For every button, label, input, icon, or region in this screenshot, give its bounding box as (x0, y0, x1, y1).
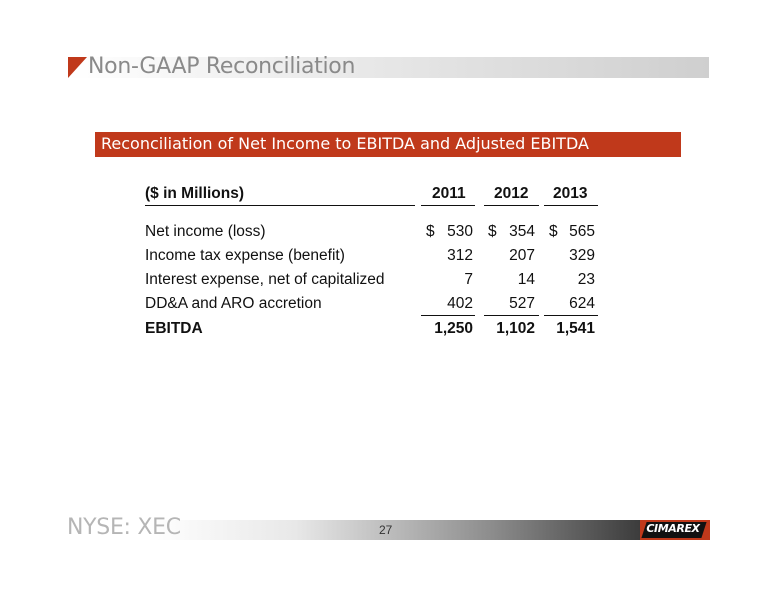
subtotal-rule-2013 (544, 315, 598, 316)
title-bar (68, 57, 709, 78)
footer-ticker: NYSE: XEC (67, 515, 181, 540)
total-label: EBITDA (145, 320, 203, 337)
currency-symbol: $ (426, 223, 435, 240)
table-cell: 14 (517, 271, 535, 288)
row-label: Net income (loss) (145, 223, 266, 240)
year-header: 2012 (494, 185, 529, 202)
section-heading-bar (95, 132, 681, 157)
row-label: Interest expense, net of capitalized (145, 271, 385, 288)
slide-title: Non-GAAP Reconciliation (88, 54, 356, 79)
header-rule-2011 (421, 205, 475, 206)
table-cell: 402 (447, 295, 473, 312)
section-heading: Reconciliation of Net Income to EBITDA a… (101, 134, 589, 153)
table-cell: 527 (509, 295, 535, 312)
table-cell: 354 (509, 223, 535, 240)
subtotal-rule-2012 (484, 315, 539, 316)
total-cell: 1,250 (434, 320, 473, 337)
page-number: 27 (379, 523, 393, 537)
year-header: 2013 (553, 185, 588, 202)
table-cell: 7 (464, 271, 473, 288)
header-rule-2013 (544, 205, 598, 206)
currency-symbol: $ (549, 223, 558, 240)
logo-text: CIMAREX (646, 522, 700, 535)
row-label: DD&A and ARO accretion (145, 295, 322, 312)
unit-header: ($ in Millions) (145, 185, 245, 202)
table-cell: 530 (447, 223, 473, 240)
table-cell: 23 (577, 271, 595, 288)
table-cell: 207 (509, 247, 535, 264)
header-rule-2012 (484, 205, 539, 206)
currency-symbol: $ (488, 223, 497, 240)
row-label: Income tax expense (benefit) (145, 247, 345, 264)
cimarex-logo: CIMAREX (640, 520, 710, 540)
table-cell: 565 (569, 223, 595, 240)
footer-bar (148, 520, 640, 540)
total-cell: 1,102 (496, 320, 535, 337)
header-rule-label (145, 205, 415, 206)
table-cell: 624 (569, 295, 595, 312)
year-header: 2011 (432, 185, 466, 202)
table-cell: 329 (569, 247, 595, 264)
subtotal-rule-2011 (421, 315, 475, 316)
table-cell: 312 (447, 247, 473, 264)
total-cell: 1,541 (556, 320, 595, 337)
